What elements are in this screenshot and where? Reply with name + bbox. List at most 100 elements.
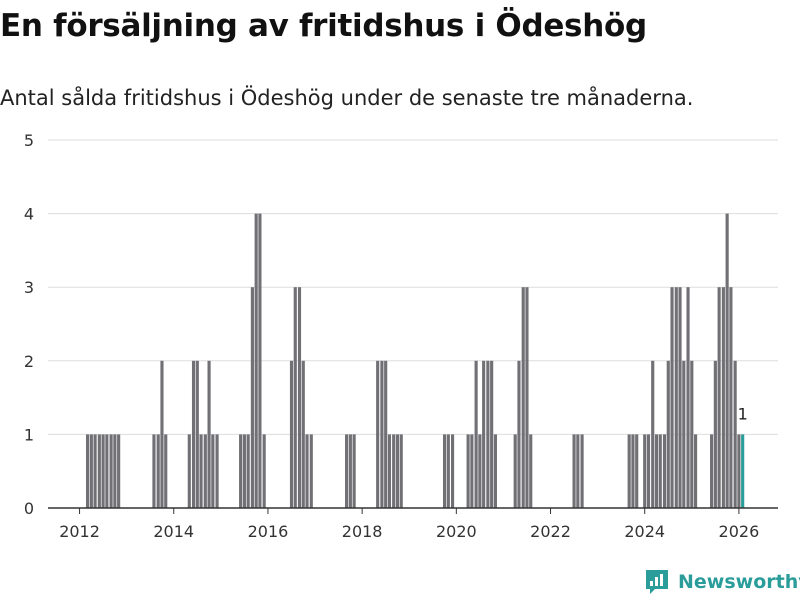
bar — [297, 287, 302, 508]
bar — [380, 360, 384, 508]
y-tick-label: 4 — [24, 205, 34, 224]
bar — [85, 434, 90, 508]
bar — [725, 213, 729, 508]
bar — [733, 360, 737, 508]
bar — [627, 434, 631, 508]
brand-logo: Newsworthy — [644, 568, 800, 596]
y-tick-label: 0 — [24, 499, 34, 518]
bar — [690, 360, 694, 508]
bar — [643, 434, 647, 508]
bar — [392, 434, 396, 508]
bar — [97, 434, 101, 508]
bar — [384, 360, 388, 508]
bar — [482, 360, 486, 508]
bar — [651, 360, 655, 508]
bar — [741, 434, 745, 508]
bar — [195, 360, 199, 508]
bar — [152, 434, 156, 508]
bar — [572, 434, 576, 508]
bar — [250, 287, 254, 508]
y-tick-label: 5 — [24, 131, 34, 150]
bar — [301, 360, 305, 508]
bar — [262, 434, 266, 508]
newsworthy-icon — [646, 570, 668, 594]
bar — [242, 434, 246, 508]
bar — [187, 434, 191, 508]
bar — [580, 434, 584, 508]
bar — [305, 434, 309, 508]
x-tick-label: 2012 — [59, 522, 100, 541]
bar — [513, 434, 517, 508]
x-tick-label: 2024 — [624, 522, 665, 541]
bar — [729, 287, 733, 508]
bar — [666, 360, 670, 508]
bar — [646, 434, 651, 508]
bar — [215, 434, 219, 508]
bar — [258, 213, 262, 508]
bar — [399, 434, 403, 508]
bar — [191, 360, 196, 508]
bar — [446, 434, 450, 508]
bar — [654, 434, 659, 508]
bar — [521, 287, 525, 508]
x-tick-label: 2022 — [530, 522, 571, 541]
bar — [164, 434, 168, 508]
bar — [674, 287, 678, 508]
bar — [289, 360, 294, 508]
bar — [717, 287, 721, 508]
bar — [109, 434, 113, 508]
bar — [199, 434, 203, 508]
bar — [309, 434, 313, 508]
bar — [105, 434, 109, 508]
bar — [670, 287, 674, 508]
page-title: En försäljning av fritidshus i Ödeshög — [0, 8, 647, 44]
bar — [239, 434, 243, 508]
bar — [293, 287, 297, 508]
bar — [686, 287, 690, 508]
bar — [710, 434, 714, 508]
bar — [117, 434, 121, 508]
bar — [493, 434, 497, 508]
y-tick-label: 2 — [24, 352, 34, 371]
brand-name: Newsworthy — [678, 571, 800, 593]
bar — [156, 434, 160, 508]
bar — [678, 287, 682, 508]
bar — [486, 360, 490, 508]
bar — [721, 287, 725, 508]
bar — [387, 434, 392, 508]
x-tick-label: 2018 — [342, 522, 383, 541]
bar — [345, 434, 349, 508]
bar — [517, 360, 521, 508]
bar — [662, 434, 667, 508]
bar — [395, 434, 400, 508]
bar — [478, 434, 482, 508]
bar — [113, 434, 117, 508]
bar — [525, 287, 529, 508]
bar — [470, 434, 474, 508]
bar — [658, 434, 662, 508]
bar — [713, 360, 717, 508]
bar — [490, 360, 494, 508]
y-tick-label: 3 — [24, 278, 34, 297]
x-tick-label: 2026 — [719, 522, 760, 541]
y-tick-label: 1 — [24, 425, 34, 444]
bar — [352, 434, 356, 508]
bar — [160, 360, 164, 508]
bar — [694, 434, 698, 508]
bar — [376, 360, 380, 508]
bar — [93, 434, 97, 508]
data-label: 1 — [738, 404, 748, 423]
bar — [631, 434, 635, 508]
bar — [101, 434, 105, 508]
x-tick-label: 2016 — [248, 522, 289, 541]
chart-subtitle: Antal sålda fritidshus i Ödeshög under d… — [0, 86, 694, 110]
bar — [450, 434, 455, 508]
bar — [529, 434, 533, 508]
bar — [576, 434, 580, 508]
bar — [211, 434, 215, 508]
x-tick-label: 2014 — [153, 522, 194, 541]
bar — [203, 434, 207, 508]
bar — [207, 360, 211, 508]
bar — [737, 434, 741, 508]
bar — [246, 434, 250, 508]
